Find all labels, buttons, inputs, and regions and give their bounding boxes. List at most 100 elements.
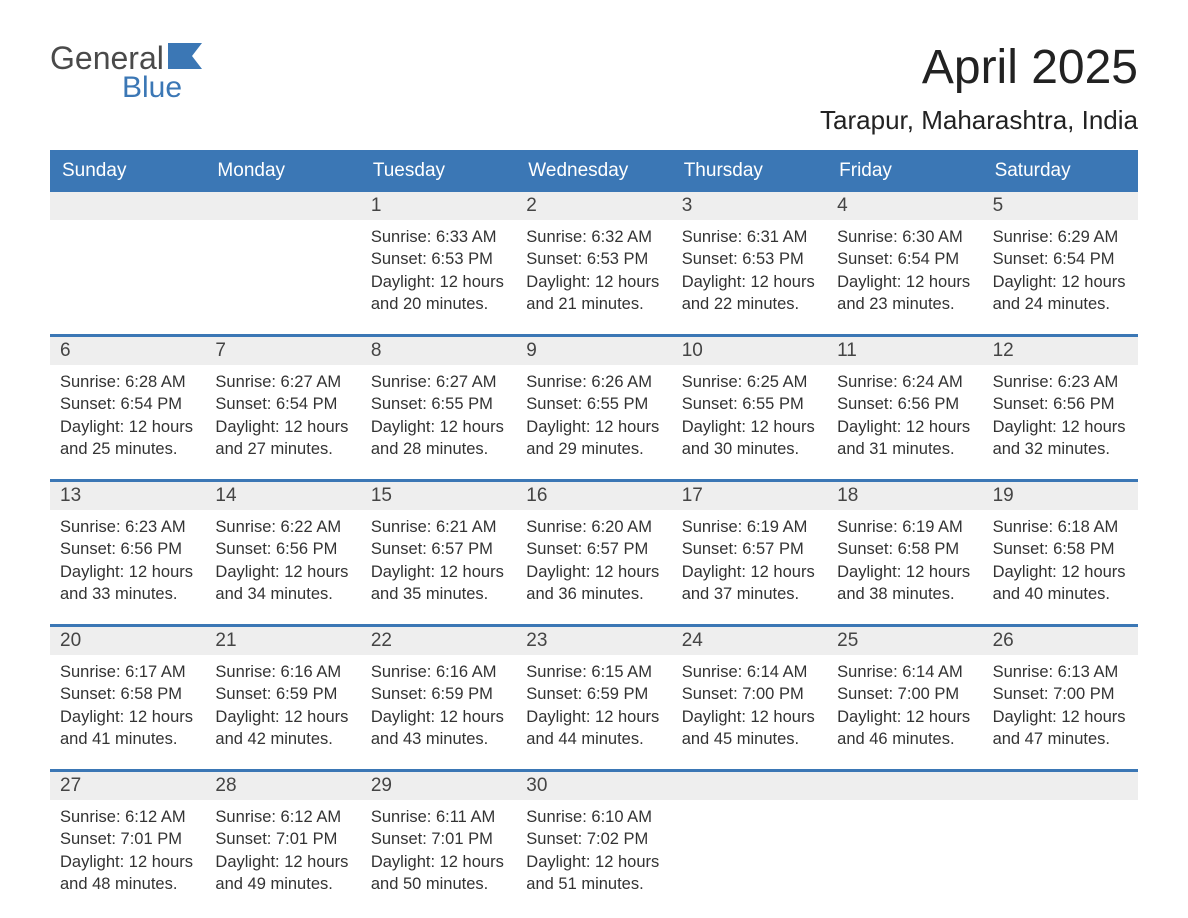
- location-text: Tarapur, Maharashtra, India: [820, 105, 1138, 136]
- sunset-text: Sunset: 7:02 PM: [526, 828, 661, 850]
- daylight-text: Daylight: 12 hours and 34 minutes.: [215, 561, 350, 606]
- sunset-text: Sunset: 7:01 PM: [60, 828, 195, 850]
- daylight-text: Daylight: 12 hours and 22 minutes.: [682, 271, 817, 316]
- sunrise-text: Sunrise: 6:17 AM: [60, 661, 195, 683]
- sunrise-text: Sunrise: 6:18 AM: [993, 516, 1128, 538]
- calendar-day-cell: 21Sunrise: 6:16 AMSunset: 6:59 PMDayligh…: [205, 627, 360, 757]
- sunrise-text: Sunrise: 6:23 AM: [993, 371, 1128, 393]
- day-col-friday: Friday: [827, 150, 982, 192]
- sunrise-text: Sunrise: 6:21 AM: [371, 516, 506, 538]
- day-number: 11: [827, 337, 982, 365]
- day-number: 15: [361, 482, 516, 510]
- calendar-day-cell: 10Sunrise: 6:25 AMSunset: 6:55 PMDayligh…: [672, 337, 827, 467]
- calendar-day-cell: 29Sunrise: 6:11 AMSunset: 7:01 PMDayligh…: [361, 772, 516, 902]
- calendar-day-cell: 12Sunrise: 6:23 AMSunset: 6:56 PMDayligh…: [983, 337, 1138, 467]
- sunset-text: Sunset: 6:59 PM: [215, 683, 350, 705]
- sunrise-text: Sunrise: 6:28 AM: [60, 371, 195, 393]
- calendar-day-cell: 6Sunrise: 6:28 AMSunset: 6:54 PMDaylight…: [50, 337, 205, 467]
- day-col-monday: Monday: [205, 150, 360, 192]
- calendar-day-cell: 1Sunrise: 6:33 AMSunset: 6:53 PMDaylight…: [361, 192, 516, 322]
- day-details: Sunrise: 6:14 AMSunset: 7:00 PMDaylight:…: [827, 655, 982, 756]
- day-col-saturday: Saturday: [983, 150, 1138, 192]
- sunrise-text: Sunrise: 6:32 AM: [526, 226, 661, 248]
- daylight-text: Daylight: 12 hours and 21 minutes.: [526, 271, 661, 316]
- day-number: 3: [672, 192, 827, 220]
- calendar-week: 6Sunrise: 6:28 AMSunset: 6:54 PMDaylight…: [50, 334, 1138, 467]
- calendar-day-cell: 7Sunrise: 6:27 AMSunset: 6:54 PMDaylight…: [205, 337, 360, 467]
- sunrise-text: Sunrise: 6:16 AM: [371, 661, 506, 683]
- day-number: 23: [516, 627, 671, 655]
- calendar-day-cell: 4Sunrise: 6:30 AMSunset: 6:54 PMDaylight…: [827, 192, 982, 322]
- sunrise-text: Sunrise: 6:12 AM: [60, 806, 195, 828]
- day-number: 22: [361, 627, 516, 655]
- sunrise-text: Sunrise: 6:22 AM: [215, 516, 350, 538]
- day-number: .: [827, 772, 982, 800]
- calendar-day-cell: 13Sunrise: 6:23 AMSunset: 6:56 PMDayligh…: [50, 482, 205, 612]
- day-col-wednesday: Wednesday: [516, 150, 671, 192]
- sunset-text: Sunset: 6:59 PM: [526, 683, 661, 705]
- calendar-day-cell: 27Sunrise: 6:12 AMSunset: 7:01 PMDayligh…: [50, 772, 205, 902]
- sunrise-text: Sunrise: 6:16 AM: [215, 661, 350, 683]
- sunset-text: Sunset: 6:56 PM: [837, 393, 972, 415]
- day-number: .: [205, 192, 360, 220]
- day-number: 18: [827, 482, 982, 510]
- sunset-text: Sunset: 6:57 PM: [371, 538, 506, 560]
- day-number: 30: [516, 772, 671, 800]
- header: General Blue April 2025 Tarapur, Maharas…: [50, 40, 1138, 136]
- calendar-day-cell: 16Sunrise: 6:20 AMSunset: 6:57 PMDayligh…: [516, 482, 671, 612]
- calendar-day-cell: 19Sunrise: 6:18 AMSunset: 6:58 PMDayligh…: [983, 482, 1138, 612]
- calendar-day-cell: .: [827, 772, 982, 902]
- daylight-text: Daylight: 12 hours and 25 minutes.: [60, 416, 195, 461]
- sunset-text: Sunset: 6:53 PM: [371, 248, 506, 270]
- sunset-text: Sunset: 6:54 PM: [60, 393, 195, 415]
- calendar-day-cell: 8Sunrise: 6:27 AMSunset: 6:55 PMDaylight…: [361, 337, 516, 467]
- calendar-day-cell: 3Sunrise: 6:31 AMSunset: 6:53 PMDaylight…: [672, 192, 827, 322]
- day-number: 24: [672, 627, 827, 655]
- day-details: Sunrise: 6:11 AMSunset: 7:01 PMDaylight:…: [361, 800, 516, 901]
- daylight-text: Daylight: 12 hours and 49 minutes.: [215, 851, 350, 896]
- day-details: Sunrise: 6:28 AMSunset: 6:54 PMDaylight:…: [50, 365, 205, 466]
- sunset-text: Sunset: 6:53 PM: [682, 248, 817, 270]
- brand-bottom-text: Blue: [122, 71, 182, 105]
- sunrise-text: Sunrise: 6:23 AM: [60, 516, 195, 538]
- sunrise-text: Sunrise: 6:14 AM: [682, 661, 817, 683]
- daylight-text: Daylight: 12 hours and 45 minutes.: [682, 706, 817, 751]
- day-details: Sunrise: 6:30 AMSunset: 6:54 PMDaylight:…: [827, 220, 982, 321]
- day-number: .: [672, 772, 827, 800]
- daylight-text: Daylight: 12 hours and 31 minutes.: [837, 416, 972, 461]
- calendar-day-cell: 2Sunrise: 6:32 AMSunset: 6:53 PMDaylight…: [516, 192, 671, 322]
- day-details: Sunrise: 6:20 AMSunset: 6:57 PMDaylight:…: [516, 510, 671, 611]
- day-details: Sunrise: 6:15 AMSunset: 6:59 PMDaylight:…: [516, 655, 671, 756]
- daylight-text: Daylight: 12 hours and 48 minutes.: [60, 851, 195, 896]
- daylight-text: Daylight: 12 hours and 24 minutes.: [993, 271, 1128, 316]
- daylight-text: Daylight: 12 hours and 41 minutes.: [60, 706, 195, 751]
- calendar-day-cell: 18Sunrise: 6:19 AMSunset: 6:58 PMDayligh…: [827, 482, 982, 612]
- daylight-text: Daylight: 12 hours and 29 minutes.: [526, 416, 661, 461]
- day-details: Sunrise: 6:10 AMSunset: 7:02 PMDaylight:…: [516, 800, 671, 901]
- daylight-text: Daylight: 12 hours and 40 minutes.: [993, 561, 1128, 606]
- day-number: 1: [361, 192, 516, 220]
- day-number: 8: [361, 337, 516, 365]
- sunrise-text: Sunrise: 6:29 AM: [993, 226, 1128, 248]
- daylight-text: Daylight: 12 hours and 32 minutes.: [993, 416, 1128, 461]
- day-details: Sunrise: 6:33 AMSunset: 6:53 PMDaylight:…: [361, 220, 516, 321]
- day-number: 4: [827, 192, 982, 220]
- day-details: Sunrise: 6:16 AMSunset: 6:59 PMDaylight:…: [361, 655, 516, 756]
- sunrise-text: Sunrise: 6:24 AM: [837, 371, 972, 393]
- sunset-text: Sunset: 7:01 PM: [371, 828, 506, 850]
- daylight-text: Daylight: 12 hours and 37 minutes.: [682, 561, 817, 606]
- sunset-text: Sunset: 6:55 PM: [526, 393, 661, 415]
- day-details: Sunrise: 6:18 AMSunset: 6:58 PMDaylight:…: [983, 510, 1138, 611]
- daylight-text: Daylight: 12 hours and 42 minutes.: [215, 706, 350, 751]
- daylight-text: Daylight: 12 hours and 30 minutes.: [682, 416, 817, 461]
- day-details: Sunrise: 6:23 AMSunset: 6:56 PMDaylight:…: [50, 510, 205, 611]
- calendar-day-cell: .: [672, 772, 827, 902]
- calendar-day-cell: 28Sunrise: 6:12 AMSunset: 7:01 PMDayligh…: [205, 772, 360, 902]
- calendar-day-cell: 17Sunrise: 6:19 AMSunset: 6:57 PMDayligh…: [672, 482, 827, 612]
- sunrise-text: Sunrise: 6:19 AM: [837, 516, 972, 538]
- sunset-text: Sunset: 6:57 PM: [682, 538, 817, 560]
- day-details: Sunrise: 6:24 AMSunset: 6:56 PMDaylight:…: [827, 365, 982, 466]
- day-number: 19: [983, 482, 1138, 510]
- daylight-text: Daylight: 12 hours and 36 minutes.: [526, 561, 661, 606]
- day-number: 16: [516, 482, 671, 510]
